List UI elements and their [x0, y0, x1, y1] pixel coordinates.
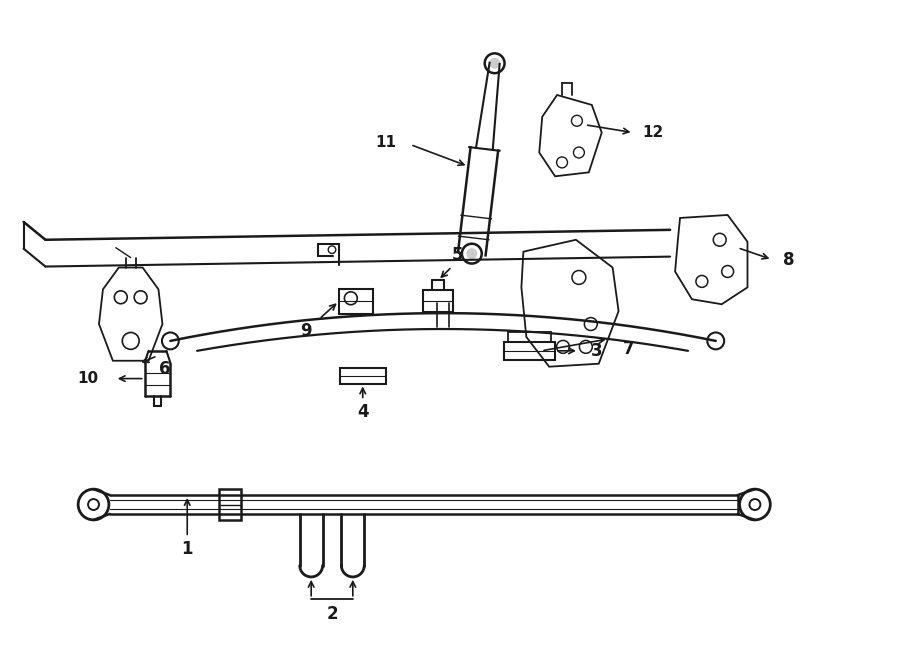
Text: 12: 12	[643, 125, 664, 140]
Text: 1: 1	[182, 540, 193, 558]
Circle shape	[490, 58, 500, 69]
Bar	[340, 368, 385, 383]
Bar	[423, 290, 453, 312]
Circle shape	[466, 248, 477, 259]
Text: 2: 2	[326, 605, 338, 623]
Bar	[339, 289, 373, 313]
Text: 4: 4	[357, 403, 369, 421]
Bar	[503, 342, 555, 360]
Text: 3: 3	[591, 342, 603, 360]
Text: 9: 9	[301, 322, 312, 340]
Text: 7: 7	[623, 340, 634, 358]
Text: 10: 10	[77, 371, 99, 386]
Text: 11: 11	[375, 135, 396, 150]
Bar	[508, 332, 551, 342]
Text: 6: 6	[158, 360, 170, 377]
Text: 5: 5	[452, 246, 464, 264]
Text: 8: 8	[783, 251, 795, 268]
Bar	[219, 488, 241, 520]
